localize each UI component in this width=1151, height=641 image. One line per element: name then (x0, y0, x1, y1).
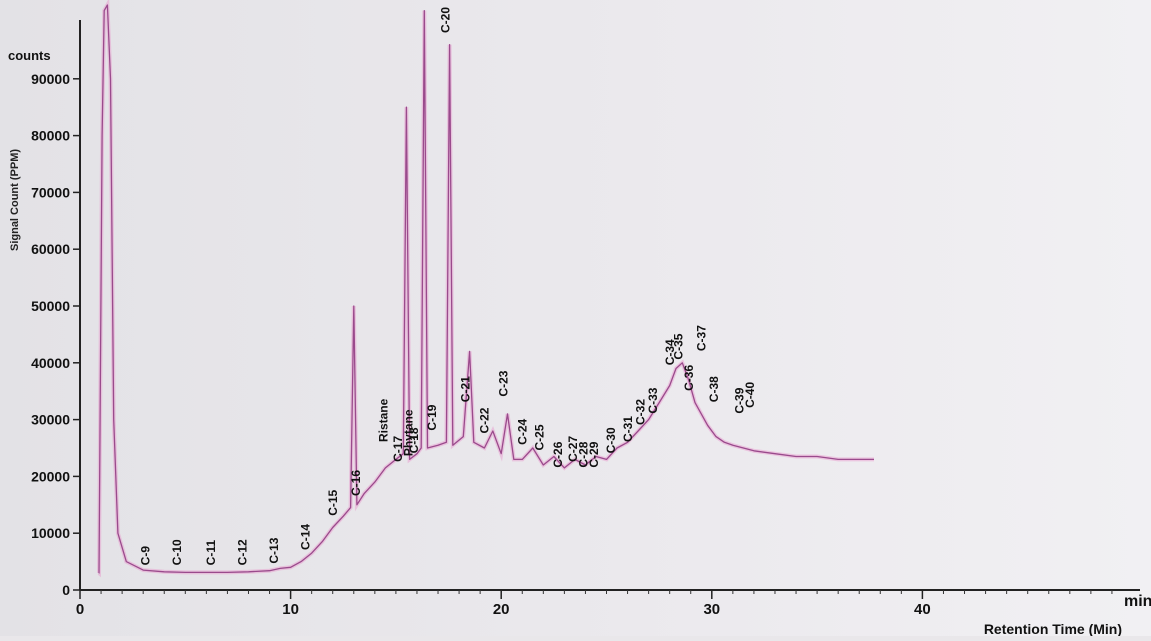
series-line (98, 4, 874, 574)
axes (79, 20, 1140, 591)
peak-label: C-39 (732, 387, 746, 413)
peak-label: C-15 (326, 489, 340, 515)
y-tick-label: 10000 (31, 525, 70, 541)
x-tick-label: 20 (493, 601, 510, 618)
peak-label: Ristane (377, 398, 391, 442)
y-tick-label: 30000 (31, 412, 70, 428)
peak-label: C-28 (576, 441, 590, 467)
x-tick-label: 10 (282, 601, 299, 618)
x-axis-label: Retention Time (Min) (984, 621, 1122, 636)
x-tick-label: 0 (76, 601, 84, 618)
peak-label: C-27 (566, 436, 580, 462)
peak-label: C-19 (425, 404, 439, 430)
x-tick-label: 40 (914, 601, 931, 618)
x-tick-label: 30 (703, 601, 720, 618)
y-tick-label: 40000 (31, 355, 70, 371)
series-layer (97, 0, 874, 578)
peak-label: C-12 (235, 539, 249, 565)
y-tick-label: 0 (62, 582, 70, 598)
y-tick-label: 70000 (31, 184, 70, 200)
peak-label: C-29 (587, 441, 601, 467)
peak-label: C-37 (695, 325, 709, 351)
x-ticks: 0 10 20 30 40 (76, 590, 1113, 618)
peak-label: C-24 (516, 418, 530, 444)
peak-label: C-31 (621, 416, 635, 442)
peak-label: C-26 (551, 441, 565, 467)
y-tick-label: 60000 (31, 241, 70, 257)
x-unit-label: min (1124, 593, 1151, 610)
peak-label: C-22 (478, 407, 492, 433)
y-unit-label: counts (8, 48, 51, 63)
y-tick-label: 90000 (31, 71, 70, 87)
annotation-layer: C-9 C-10 C-11 C-12 C-13C-14C-15C-16RistaneC-… (138, 7, 756, 566)
peak-label: C-38 (707, 376, 721, 402)
peak-label: C-17 (391, 436, 405, 462)
peak-label: C-10 (170, 539, 184, 565)
y-tick-label: 20000 (31, 468, 70, 484)
peak-label: C-20 (439, 7, 453, 33)
peak-label: C-34 (663, 339, 677, 365)
peak-label: C-36 (682, 365, 696, 391)
peak-label: C-9 (138, 546, 152, 566)
peak-label: C-14 (299, 524, 313, 550)
peak-label: C-30 (604, 427, 618, 453)
peak-label: C-21 (459, 376, 473, 402)
y-ticks: 0 10000 20000 30000 40000 50000 60000 70000 8000… (31, 71, 80, 598)
peak-label: C-40 (743, 382, 757, 408)
peak-label: C-23 (496, 370, 510, 396)
peak-label: C-18 (407, 427, 421, 453)
peak-label: C-11 (204, 540, 218, 566)
peak-label: C-32 (633, 399, 647, 425)
peak-label: C-13 (267, 537, 281, 563)
y-tick-label: 80000 (31, 128, 70, 144)
peak-label: C-33 (646, 387, 660, 413)
peak-label: Phytane (402, 409, 416, 456)
y-tick-label: 50000 (31, 298, 70, 314)
peak-label: C-16 (349, 470, 363, 496)
peak-label: C-35 (671, 333, 685, 359)
y-axis-label: Signal Count (PPM) (9, 149, 21, 251)
peak-label: C-25 (532, 424, 546, 450)
